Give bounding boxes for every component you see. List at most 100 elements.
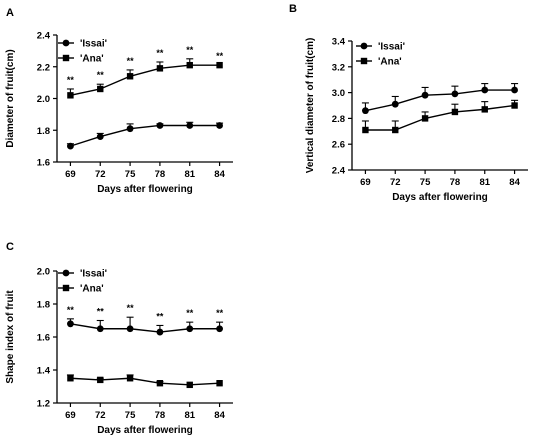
legend-label: 'Issai' [80,39,107,50]
significance-label: ** [67,75,75,85]
data-point-square [186,381,193,389]
data-point-square [156,65,164,72]
data-point-square [156,380,164,387]
y-tick-label: 3.0 [332,88,345,99]
significance-label: ** [97,70,105,80]
y-tick-label: 1.8 [37,126,50,137]
data-point-square [126,375,134,382]
significance-label: ** [97,307,105,317]
x-tick-label: 84 [214,169,225,180]
x-tick-label: 75 [125,410,136,421]
data-point-circle [126,325,134,333]
data-point-circle [96,133,104,141]
data-point-circle [96,325,104,333]
y-tick-label: 3.2 [332,62,345,73]
y-tick-label: 2.8 [332,114,345,125]
data-point-square [511,102,518,109]
data-point-square [67,375,74,382]
series-line [70,64,220,97]
series-issai [66,316,224,336]
significance-label: ** [186,45,194,55]
data-point-circle [156,328,164,336]
legend: 'Issai' 'Ana' [58,39,107,65]
series-ana [66,58,223,99]
data-point-circle [156,122,164,129]
panel-a: A 1.6 1.8 2.0 2.2 2.4 69 72 75 78 81 84 Days after f… [5,7,233,195]
y-axis-title: Shape index of fruit [5,290,16,384]
x-tick-label: 69 [65,169,76,180]
data-point-square [97,376,104,384]
legend-label: 'Ana' [378,57,402,68]
x-tick-label: 75 [420,177,431,188]
data-point-square [362,126,369,134]
data-point-circle [216,122,223,129]
data-point-square [216,61,223,69]
significance-label: ** [216,51,224,61]
y-tick-label: 1.6 [37,158,50,169]
series-ana [361,99,519,134]
y-tick-label: 1.4 [37,366,51,377]
y-tick-label: 2.0 [37,94,50,105]
x-tick-label: 78 [155,410,166,421]
series-line [70,377,220,386]
significance-label: ** [186,308,194,318]
x-tick-label: 69 [65,410,76,421]
legend: 'Issai' 'Ana' [356,42,405,68]
y-axis-title: Diameter of fruit(cm) [5,49,16,147]
panel-letter: A [6,7,14,19]
legend-label: 'Issai' [80,269,107,280]
panel-letter: B [289,3,297,15]
y-tick-label: 2.2 [37,62,50,73]
y-tick-label: 2.4 [37,31,51,42]
data-point-circle [67,320,74,328]
x-axis-title: Days after flowering [97,184,193,195]
significance-label: ** [67,305,75,315]
significance-label: ** [127,56,135,66]
x-tick-label: 75 [125,169,136,180]
x-tick-label: 81 [184,410,195,421]
x-tick-label: 84 [509,177,520,188]
panel-letter: C [6,241,14,253]
data-point-circle [511,86,518,94]
data-point-square [97,85,104,93]
x-tick-label: 84 [214,410,225,421]
legend-label: 'Issai' [378,42,405,53]
legend-label: 'Ana' [80,284,104,295]
y-tick-label: 2.0 [37,267,50,278]
y-tick-label: 2.6 [332,140,345,151]
data-point-square [421,115,429,122]
x-tick-label: 78 [450,177,461,188]
series-ana [66,374,223,389]
data-point-circle [481,86,489,94]
legend-label: 'Ana' [80,54,104,65]
x-axis-title: Days after flowering [392,192,488,203]
legend-marker-circle [360,42,368,50]
series-issai [66,121,224,150]
legend-marker-square [360,57,368,65]
panel-b: B 2.4 2.6 2.8 3.0 3.2 3.4 69 72 75 78 81 84 Days afte… [289,3,528,203]
series-line [70,323,220,333]
y-tick-label: 1.8 [37,300,50,311]
x-tick-label: 78 [155,169,166,180]
data-point-circle [362,107,369,115]
data-point-square [186,61,193,69]
x-tick-label: 81 [184,169,195,180]
data-point-square [126,73,134,80]
panel-c: C 1.2 1.4 1.6 1.8 2.0 69 72 75 78 81 84 Days after f… [5,241,233,436]
x-tick-label: 69 [360,177,371,188]
x-tick-label: 72 [95,410,106,421]
x-axis-title: Days after flowering [97,425,193,436]
significance-label: ** [216,308,224,318]
data-point-circle [421,91,429,99]
data-point-square [451,108,459,116]
data-point-square [392,126,399,134]
x-tick-label: 72 [95,169,106,180]
significance-label: ** [156,311,164,321]
x-tick-label: 72 [390,177,401,188]
data-point-circle [67,142,74,150]
x-tick-label: 81 [479,177,490,188]
significance-label: ** [127,303,135,313]
y-tick-label: 3.4 [332,37,346,48]
data-point-circle [186,325,194,333]
